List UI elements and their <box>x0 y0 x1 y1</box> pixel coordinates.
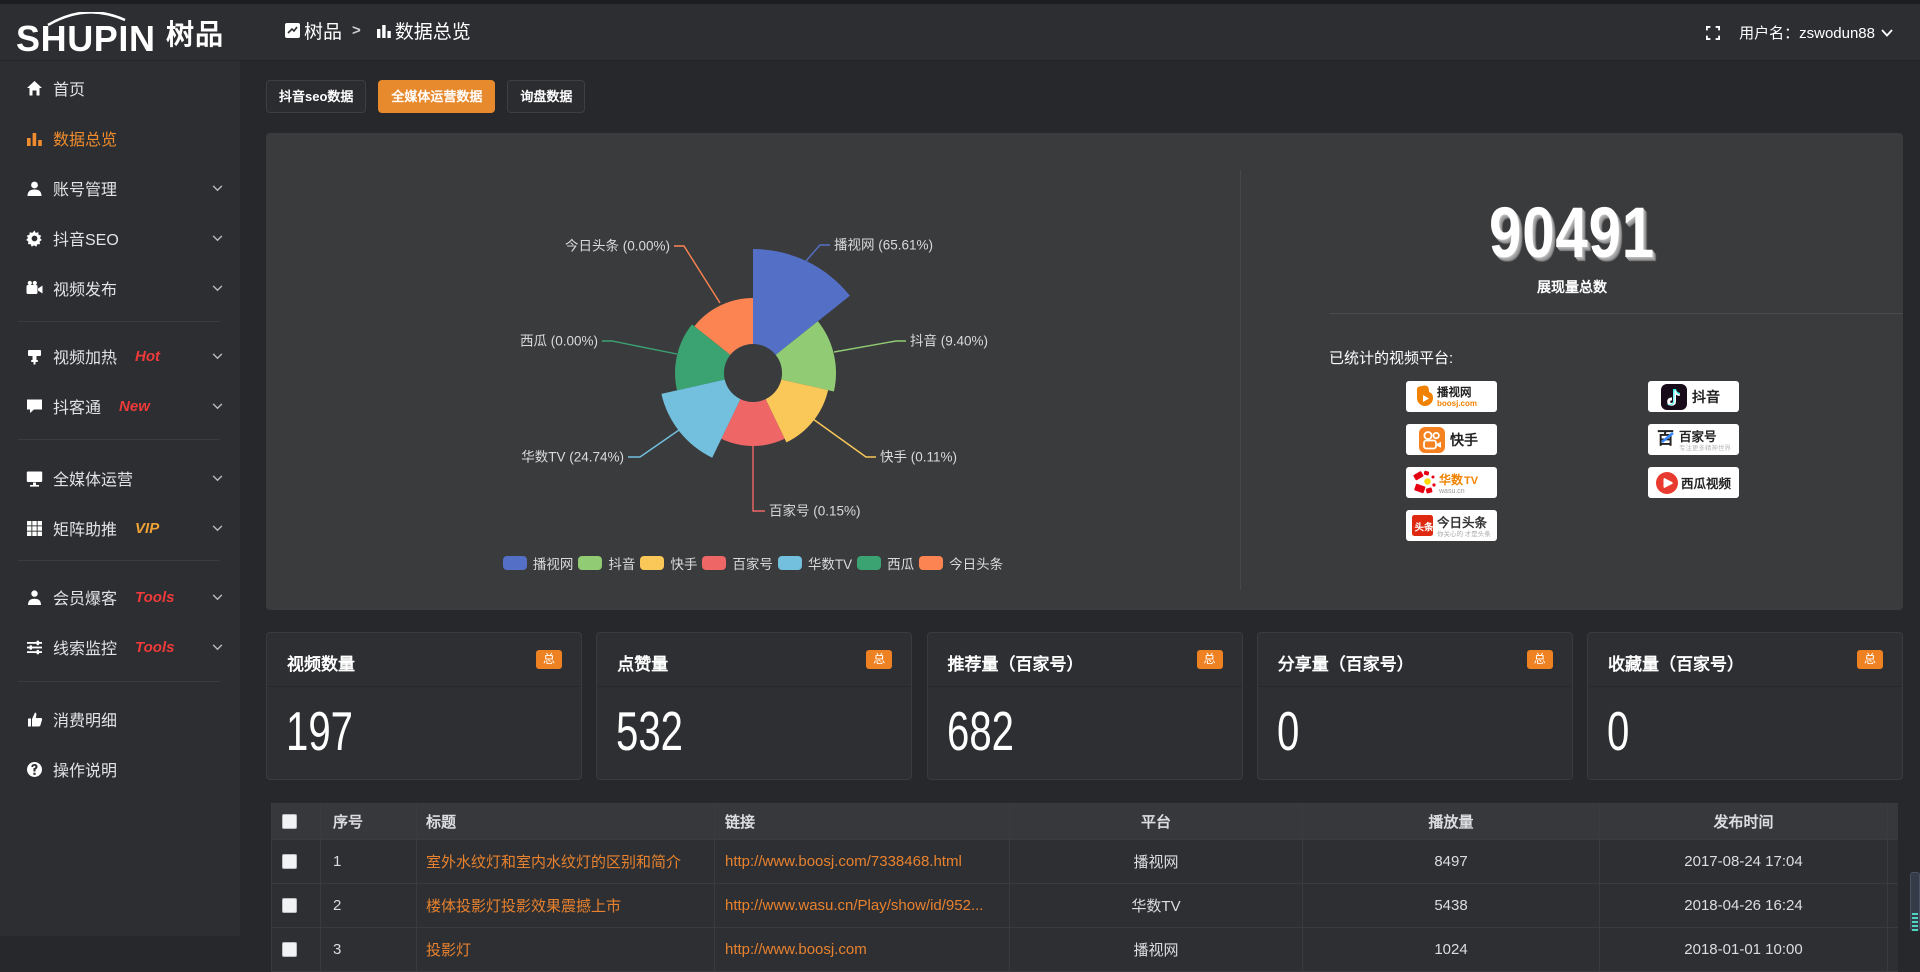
svg-text:今日头条 (0.00%): 今日头条 (0.00%) <box>565 238 670 254</box>
svg-text:华数TV (24.74%): 华数TV (24.74%) <box>521 450 624 465</box>
svg-text:抖音 (9.40%): 抖音 (9.40%) <box>910 333 988 349</box>
svg-text:今日头条: 今日头条 <box>1436 515 1488 530</box>
svg-text:抖音: 抖音 <box>1692 389 1720 405</box>
svg-text:百家号 (0.15%): 百家号 (0.15%) <box>769 503 861 519</box>
svg-text:播视网: 播视网 <box>1437 385 1472 399</box>
svg-text:西瓜 (0.00%): 西瓜 (0.00%) <box>520 334 598 349</box>
svg-text:专注更多精神世界: 专注更多精神世界 <box>1679 443 1731 452</box>
svg-text:头条: 头条 <box>1414 522 1434 534</box>
svg-text:快手 (0.11%): 快手 (0.11%) <box>880 450 957 465</box>
svg-text:华数: 华数 <box>1439 472 1464 487</box>
svg-text:SHUPIN: SHUPIN <box>16 18 156 59</box>
svg-text:树品: 树品 <box>166 19 224 50</box>
svg-text:wasu.cn: wasu.cn <box>1438 488 1465 495</box>
svg-text:百家号: 百家号 <box>1679 429 1717 444</box>
svg-text:TV: TV <box>1464 475 1479 487</box>
svg-text:你关心的 才是头条: 你关心的 才是头条 <box>1437 529 1491 538</box>
svg-text:boosj.com: boosj.com <box>1437 399 1477 408</box>
svg-text:播视网 (65.61%): 播视网 (65.61%) <box>834 238 933 253</box>
svg-text:快手: 快手 <box>1450 432 1478 448</box>
svg-text:西瓜视频: 西瓜视频 <box>1681 476 1732 491</box>
